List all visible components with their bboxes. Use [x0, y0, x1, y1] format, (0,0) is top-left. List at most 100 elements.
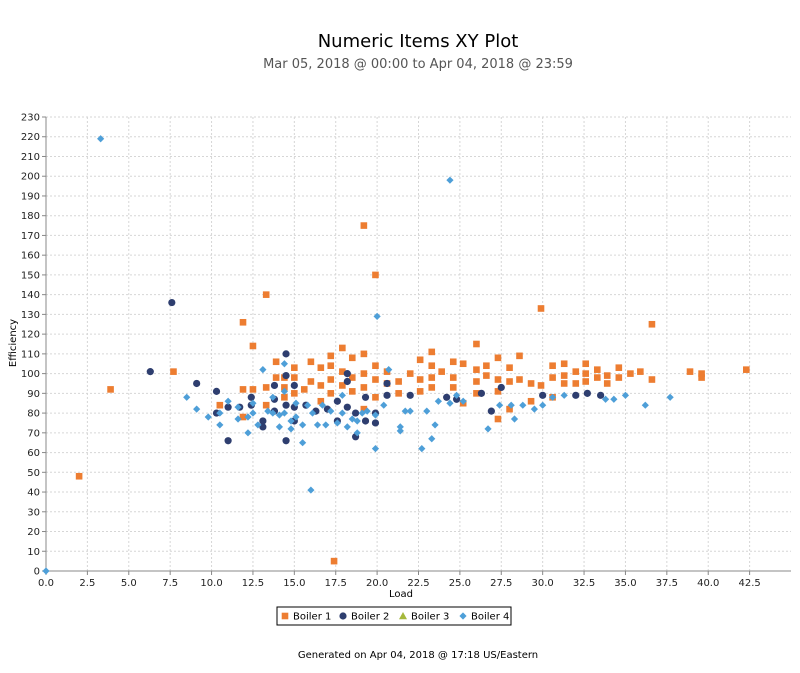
data-point: [351, 409, 360, 417]
data-point: [418, 445, 426, 453]
data-point: [281, 384, 288, 391]
x-tick-label: 0.0: [38, 578, 54, 589]
data-point: [594, 366, 601, 373]
data-point: [333, 419, 341, 427]
y-tick-label: 20: [27, 527, 40, 538]
data-point: [307, 358, 315, 366]
chart-title: Numeric Items XY Plot: [318, 31, 519, 52]
data-point: [282, 371, 290, 380]
data-point: [446, 399, 454, 407]
data-point: [372, 362, 379, 370]
data-point: [291, 390, 298, 397]
data-point: [449, 358, 457, 366]
data-point: [406, 391, 414, 399]
data-point: [473, 390, 480, 397]
data-point: [280, 409, 288, 417]
data-point: [272, 358, 280, 366]
data-point: [168, 298, 176, 307]
data-point: [338, 409, 346, 417]
data-point: [249, 409, 257, 417]
data-point: [666, 393, 674, 401]
data-point: [601, 395, 610, 403]
x-tick-label: 22.5: [407, 578, 429, 589]
data-point: [287, 425, 295, 433]
data-point: [572, 368, 580, 375]
data-point: [224, 397, 232, 405]
data-point: [560, 391, 568, 399]
data-point: [416, 356, 424, 364]
x-tick-label: 10.0: [200, 578, 222, 589]
x-tick-label: 7.5: [162, 578, 178, 589]
data-point: [239, 318, 247, 326]
data-point: [627, 370, 634, 377]
series-boiler-4: [42, 135, 674, 575]
data-point: [510, 415, 519, 423]
data-point: [299, 439, 307, 447]
y-tick-label: 210: [21, 152, 40, 163]
data-point: [272, 374, 280, 381]
data-point: [648, 376, 656, 383]
data-point: [582, 378, 590, 385]
x-tick-label: 30.0: [532, 578, 554, 589]
data-point: [560, 372, 568, 379]
data-point: [291, 364, 298, 371]
data-point: [360, 222, 368, 229]
data-point: [338, 391, 346, 399]
data-point: [360, 405, 368, 413]
data-point: [270, 381, 279, 390]
data-point: [330, 557, 338, 565]
data-point: [380, 401, 388, 409]
data-point: [582, 360, 590, 368]
data-point: [383, 379, 391, 388]
data-point: [239, 413, 247, 421]
data-point: [428, 374, 436, 381]
y-tick-label: 60: [27, 448, 40, 459]
data-point: [269, 409, 277, 417]
y-tick-label: 70: [27, 428, 40, 439]
footer-text: Generated on Apr 04, 2018 @ 17:18 US/Eas…: [298, 650, 538, 661]
data-point: [483, 372, 490, 379]
y-tick-label: 230: [21, 113, 40, 124]
data-point: [530, 405, 538, 413]
data-point: [299, 421, 307, 429]
data-point: [438, 368, 445, 375]
data-point: [339, 368, 346, 375]
data-point: [603, 372, 611, 379]
data-point: [494, 354, 502, 362]
data-point: [621, 391, 630, 399]
x-tick-label: 27.5: [490, 578, 512, 589]
data-point: [572, 391, 580, 399]
x-tick-label: 42.5: [738, 578, 760, 589]
data-point: [291, 374, 298, 381]
data-point: [549, 374, 556, 381]
data-point: [343, 370, 351, 378]
data-point: [204, 413, 212, 421]
data-point: [527, 397, 535, 405]
plot-area: [46, 117, 791, 571]
data-point: [496, 401, 504, 409]
y-tick-label: 10: [27, 547, 40, 558]
legend: Boiler 1 Boiler 2 Boiler 3 Boiler 4: [276, 606, 512, 626]
data-point: [249, 386, 257, 393]
data-point: [360, 384, 368, 391]
legend-marker: [399, 612, 407, 620]
data-point: [446, 176, 454, 184]
y-axis-label: Efficiency: [8, 319, 19, 367]
data-point: [452, 395, 461, 403]
data-point: [247, 393, 255, 401]
data-point: [371, 445, 380, 453]
data-point: [360, 350, 368, 358]
data-point: [560, 360, 568, 368]
y-tick-label: 130: [21, 310, 40, 321]
data-point: [373, 312, 381, 320]
legend-box: [276, 606, 512, 626]
data-point: [234, 403, 242, 411]
data-point: [641, 401, 649, 409]
data-point: [249, 342, 257, 350]
data-point: [317, 382, 325, 389]
data-point: [308, 409, 317, 417]
data-point: [282, 350, 290, 358]
x-tick-label: 25.0: [449, 578, 471, 589]
data-point: [282, 401, 290, 409]
data-point: [372, 393, 379, 401]
